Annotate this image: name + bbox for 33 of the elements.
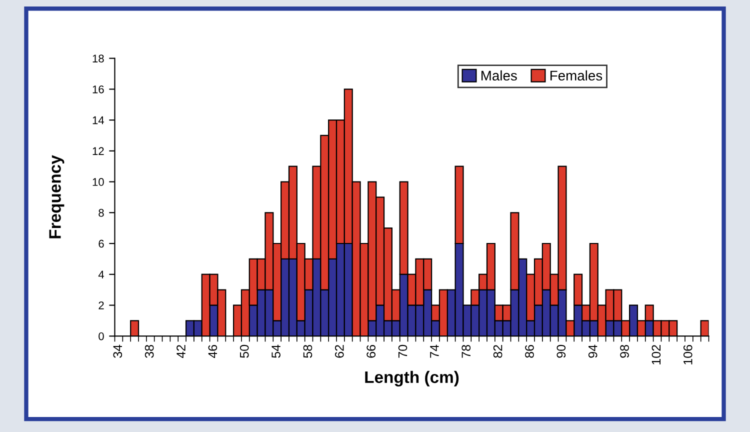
y-axis-title: Frequency [49,155,64,238]
y-tick-label: 18 [92,54,104,62]
x-tick-label: 46 [208,344,218,358]
y-tick-label: 6 [98,240,104,248]
x-tick-label: 74 [430,344,439,358]
legend-label: Females [550,70,602,81]
legend-label: Males [481,70,517,81]
x-tick-label: 42 [176,345,186,358]
y-tick-label: 12 [92,147,104,155]
x-tick-label: 90 [556,344,566,358]
x-tick-label: 58 [303,344,312,358]
x-tick-label: 66 [366,344,376,358]
y-tick-label: 2 [98,302,104,310]
y-tick-label: 10 [92,178,104,186]
x-tick-label: 82 [493,345,502,358]
y-tick-label: 0 [98,332,104,340]
x-tick-label: 94 [588,344,598,358]
y-tick-label: 8 [98,208,104,217]
x-tick-label: 62 [334,345,344,358]
x-tick-label: 98 [620,344,629,358]
x-axis-title: Length (cm) [365,370,459,386]
y-tick-label: 4 [98,270,104,278]
x-tick-label: 38 [144,344,154,358]
y-tick-label: 14 [92,116,104,124]
x-tick-label: 86 [525,344,534,358]
x-tick-label: 106 [683,344,692,364]
y-tick-label: 16 [92,85,104,94]
x-tick-label: 78 [462,344,471,358]
x-tick-label: 70 [398,344,408,358]
x-tick-label: 50 [240,344,249,358]
x-tick-label: 102 [652,345,661,364]
x-tick-label: 54 [272,344,280,358]
x-tick-label: 34 [113,344,122,358]
